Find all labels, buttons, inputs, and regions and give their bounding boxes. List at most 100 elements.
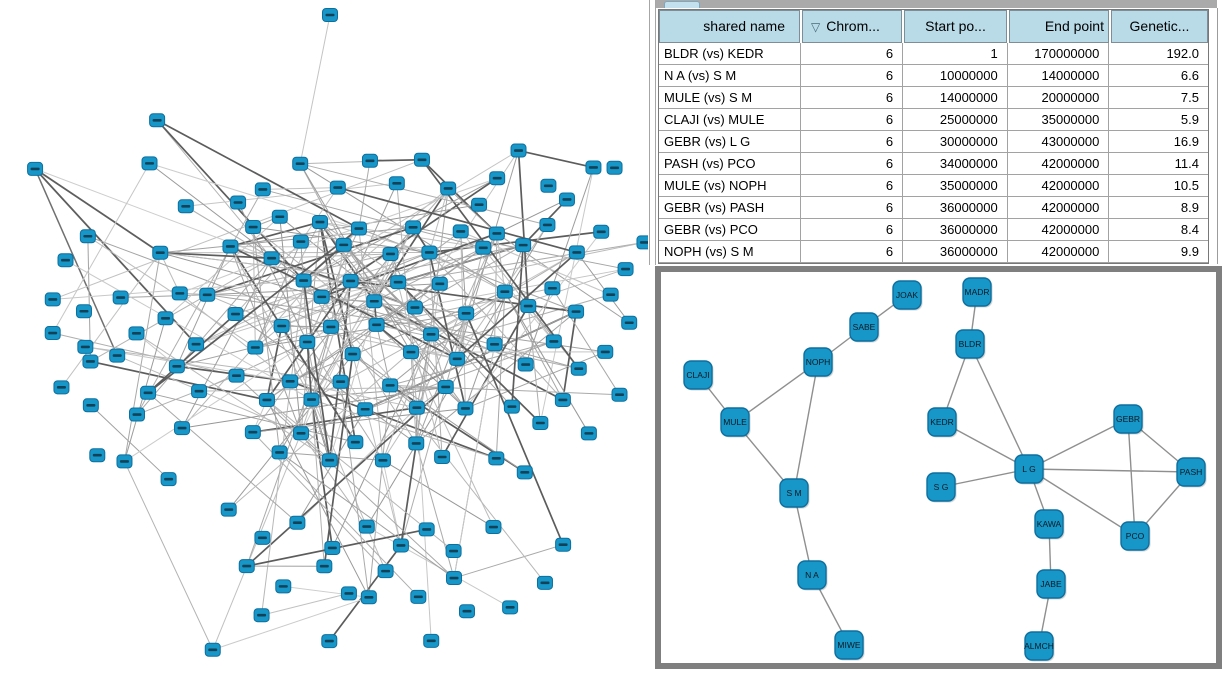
node[interactable]: [158, 312, 173, 325]
node[interactable]: [459, 605, 474, 618]
subnetwork-node-s-g[interactable]: S G: [927, 473, 957, 503]
node[interactable]: [622, 316, 637, 329]
node[interactable]: [192, 385, 207, 398]
subnetwork-node-gebr[interactable]: GEBR: [1114, 405, 1144, 435]
node[interactable]: [375, 454, 390, 467]
subnetwork-node-madr[interactable]: MADR: [963, 278, 993, 308]
node[interactable]: [453, 225, 468, 238]
node[interactable]: [569, 305, 584, 318]
column-header-end-point[interactable]: End point: [1009, 10, 1109, 43]
edge[interactable]: [383, 460, 494, 527]
node[interactable]: [45, 293, 60, 306]
node[interactable]: [76, 305, 91, 318]
node[interactable]: [272, 210, 287, 223]
node[interactable]: [130, 408, 145, 421]
node[interactable]: [406, 221, 421, 234]
node[interactable]: [323, 9, 338, 22]
node[interactable]: [246, 221, 261, 234]
node[interactable]: [411, 590, 426, 603]
node[interactable]: [422, 246, 437, 259]
edge[interactable]: [497, 199, 567, 233]
subnetwork-node-claji[interactable]: CLAJI: [684, 361, 714, 391]
node[interactable]: [83, 355, 98, 368]
node[interactable]: [362, 154, 377, 167]
node[interactable]: [383, 247, 398, 260]
node[interactable]: [612, 388, 627, 401]
node[interactable]: [323, 320, 338, 333]
node[interactable]: [110, 349, 125, 362]
subnetwork-edge[interactable]: [794, 362, 818, 493]
edge[interactable]: [383, 460, 401, 545]
node[interactable]: [540, 218, 555, 231]
node[interactable]: [393, 539, 408, 552]
node[interactable]: [336, 238, 351, 251]
node[interactable]: [189, 338, 204, 351]
node[interactable]: [178, 200, 193, 213]
node[interactable]: [229, 369, 244, 382]
subnetwork-node-joak[interactable]: JOAK: [893, 281, 923, 311]
node[interactable]: [351, 222, 366, 235]
filter-icon[interactable]: ▽: [811, 20, 820, 34]
node[interactable]: [581, 427, 596, 440]
node[interactable]: [521, 300, 536, 313]
subnetwork-edge[interactable]: [1029, 469, 1191, 472]
node[interactable]: [345, 348, 360, 361]
edge[interactable]: [519, 151, 594, 168]
node[interactable]: [603, 288, 618, 301]
node[interactable]: [419, 523, 434, 536]
node[interactable]: [172, 287, 187, 300]
node[interactable]: [541, 179, 556, 192]
node[interactable]: [391, 276, 406, 289]
node[interactable]: [341, 587, 356, 600]
node[interactable]: [322, 454, 337, 467]
edge[interactable]: [440, 242, 645, 283]
node[interactable]: [322, 635, 337, 648]
node[interactable]: [283, 375, 298, 388]
node[interactable]: [598, 345, 613, 358]
node[interactable]: [28, 162, 43, 175]
node[interactable]: [497, 285, 512, 298]
node[interactable]: [83, 399, 98, 412]
node[interactable]: [245, 426, 260, 439]
node[interactable]: [447, 572, 462, 585]
edge[interactable]: [262, 593, 349, 615]
edge[interactable]: [454, 545, 563, 578]
subnetwork-edge[interactable]: [1128, 419, 1135, 536]
edge[interactable]: [213, 597, 369, 649]
node[interactable]: [546, 335, 561, 348]
node[interactable]: [409, 401, 424, 414]
node[interactable]: [378, 565, 393, 578]
node[interactable]: [276, 580, 291, 593]
node[interactable]: [432, 277, 447, 290]
edge[interactable]: [53, 163, 150, 333]
node[interactable]: [545, 282, 560, 295]
node[interactable]: [169, 360, 184, 373]
panel-splitter[interactable]: [649, 0, 656, 265]
column-header-start-position[interactable]: Start po...: [904, 10, 1007, 43]
node[interactable]: [296, 274, 311, 287]
node[interactable]: [441, 182, 456, 195]
node[interactable]: [414, 153, 429, 166]
node[interactable]: [223, 240, 238, 253]
node[interactable]: [435, 450, 450, 463]
node[interactable]: [569, 246, 584, 259]
node[interactable]: [490, 172, 505, 185]
node[interactable]: [113, 291, 128, 304]
node[interactable]: [153, 246, 168, 259]
node[interactable]: [446, 545, 461, 558]
column-header-shared-name[interactable]: shared name: [659, 10, 800, 43]
node[interactable]: [389, 177, 404, 190]
subnetwork-node-bldr[interactable]: BLDR: [956, 330, 986, 360]
node[interactable]: [407, 301, 422, 314]
node[interactable]: [117, 455, 132, 468]
column-header-genetic[interactable]: Genetic...: [1111, 10, 1208, 43]
edge[interactable]: [121, 295, 208, 298]
subnetwork-node-jabe[interactable]: JABE: [1037, 570, 1067, 600]
node[interactable]: [361, 591, 376, 604]
node[interactable]: [58, 254, 73, 267]
node[interactable]: [383, 379, 398, 392]
